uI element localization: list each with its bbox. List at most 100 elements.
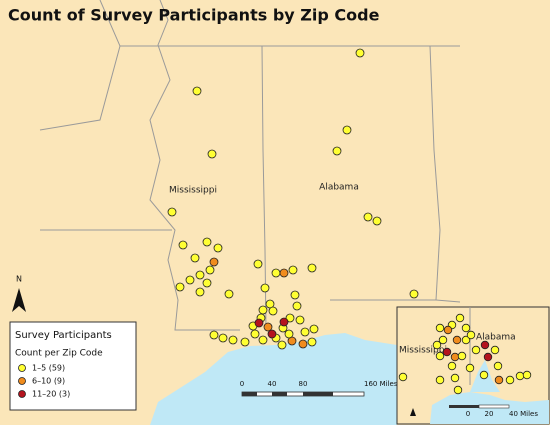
zip-point [175,282,185,292]
inset-zip-point [450,352,460,362]
inset-zip-point [452,335,462,345]
zip-point [209,257,219,267]
inset [396,306,550,425]
gulf-water [150,333,397,425]
inset-zip-point [443,325,453,335]
inset-zip-point [483,352,493,362]
scale-label: 160 Miles [364,380,398,388]
scale-labels: 0 40 80 160 Miles [240,380,398,388]
scale-bar [241,391,365,397]
zip-point [195,270,205,280]
north-label: N [16,275,22,284]
zip-point [372,216,382,226]
zip-point [298,339,308,349]
zip-point [202,237,212,247]
zip-point [355,48,365,58]
zip-point [167,207,177,217]
zip-point [258,305,268,315]
inset-zip-point [480,340,490,350]
zip-point [260,283,270,293]
inset-zip-point [465,363,475,373]
zip-point [277,340,287,350]
zip-point [258,335,268,345]
zip-point [263,322,273,332]
state-label: Alabama [319,183,359,193]
inset-zip-point [442,347,452,357]
inset-zip-point [435,375,445,385]
scale-label: 0 [240,380,244,388]
zip-point [224,289,234,299]
inset-scale-label: 40 Miles [509,410,538,418]
inset-zip-point [461,323,471,333]
inset-zip-point [479,370,489,380]
zip-point [309,324,319,334]
zip-point [267,329,277,339]
legend-swatch [18,390,26,398]
inset-zip-point [435,351,445,361]
zip-point [342,125,352,135]
inset-zip-point [398,372,408,382]
inset-zip-point [457,351,467,361]
state-label: Mississippi [169,186,217,196]
zip-point [254,318,264,328]
zip-point [409,289,419,299]
zip-point [202,278,212,288]
legend-label: 11–20 (3) [32,390,70,399]
zip-point [190,253,200,263]
inset-zip-point [466,330,476,340]
zip-point [213,243,223,253]
inset-scale-label: 20 [485,410,494,418]
legend-label: 6–10 (9) [32,377,65,386]
legend-swatch [18,377,26,385]
zip-point [279,317,289,327]
inset-zip-point [505,375,515,385]
map-title: Count of Survey Participants by Zip Code [8,6,380,25]
inset-scale-label: 0 [466,410,470,418]
inset-zip-point [522,370,532,380]
zip-point [285,313,295,323]
inset-zip-point [494,375,504,385]
inset-zip-point [435,323,445,333]
inset-zip-point [455,313,465,323]
legend-swatch [18,364,26,372]
zip-point [207,149,217,159]
zip-point [185,275,195,285]
zip-point [209,330,219,340]
zip-point [253,259,263,269]
zip-points [167,48,419,350]
inset-zip-point [447,361,457,371]
inset-scale-labels: 0 20 40 Miles [466,410,539,418]
zip-point [307,263,317,273]
zip-point [292,301,302,311]
inset-zip-point [493,361,503,371]
inset-zip-point [432,340,442,350]
inset-zip-point [490,345,500,355]
zip-point [307,337,317,347]
inset-state-label: Alabama [476,333,516,343]
zip-point [332,146,342,156]
zip-point [218,333,228,343]
zip-point [284,329,294,339]
inset-zip-point [453,385,463,395]
inset-points [398,313,532,395]
inset-zip-point [515,371,525,381]
legend-label: 1–5 (59) [32,364,65,373]
inset-zip-point [471,345,481,355]
zip-point [192,86,202,96]
zip-point [271,268,281,278]
inset-zip-point [461,335,471,345]
inset-state-label: Mississippi [399,346,447,356]
zip-point [288,265,298,275]
legend [9,321,137,411]
zip-point [195,287,205,297]
zip-point [290,290,300,300]
inset-zip-point [450,373,460,383]
zip-point [240,337,250,347]
zip-point [279,268,289,278]
legend-title: Survey Participants [15,330,112,341]
zip-point [205,265,215,275]
scale-label: 80 [299,380,308,388]
zip-point [228,335,238,345]
zip-point [268,306,278,316]
